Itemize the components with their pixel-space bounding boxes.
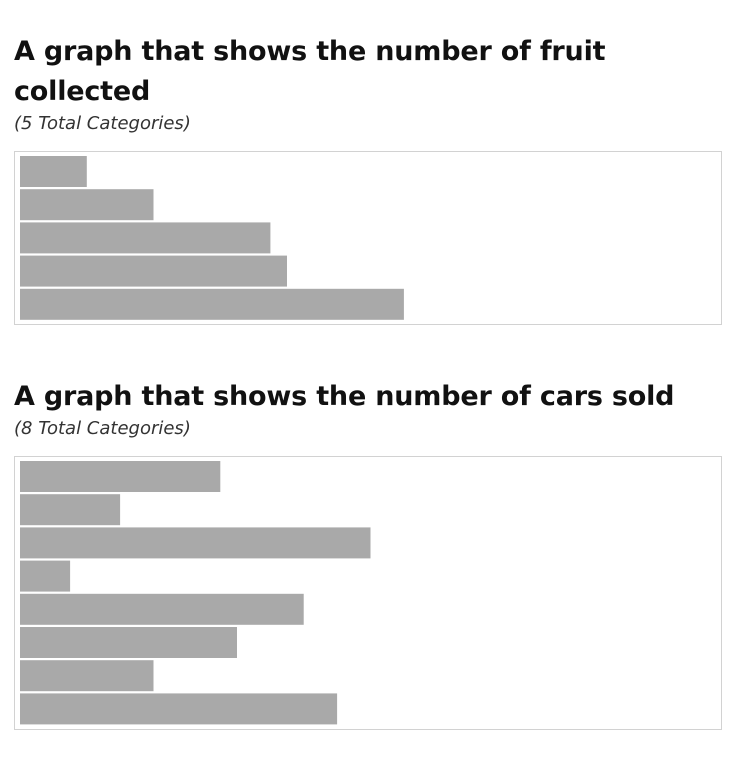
bar: [20, 527, 371, 559]
bar-chart-svg: [20, 156, 404, 320]
bar: [20, 593, 304, 625]
chart-subtitle: (8 Total Categories): [14, 418, 191, 439]
chart-title: A graph that shows the number of cars so…: [14, 381, 675, 412]
bar-chart-svg: [20, 461, 371, 725]
bar: [20, 693, 338, 725]
cars-chart: A graph that shows the number of cars so…: [14, 377, 724, 730]
bar: [20, 461, 221, 492]
chart-subtitle: (5 Total Categories): [14, 113, 191, 134]
chart-plot-area: [14, 456, 722, 730]
chart-title: A graph that shows the number of fruit c…: [14, 36, 606, 107]
bar: [20, 660, 154, 692]
bar: [20, 222, 271, 254]
fruit-chart: A graph that shows the number of fruit c…: [14, 32, 724, 325]
chart-plot-area: [14, 151, 722, 325]
bar: [20, 560, 71, 592]
bar: [20, 156, 87, 187]
bar: [20, 189, 154, 221]
bar: [20, 627, 237, 658]
bar: [20, 288, 404, 320]
bar: [20, 255, 287, 287]
bar: [20, 494, 121, 526]
